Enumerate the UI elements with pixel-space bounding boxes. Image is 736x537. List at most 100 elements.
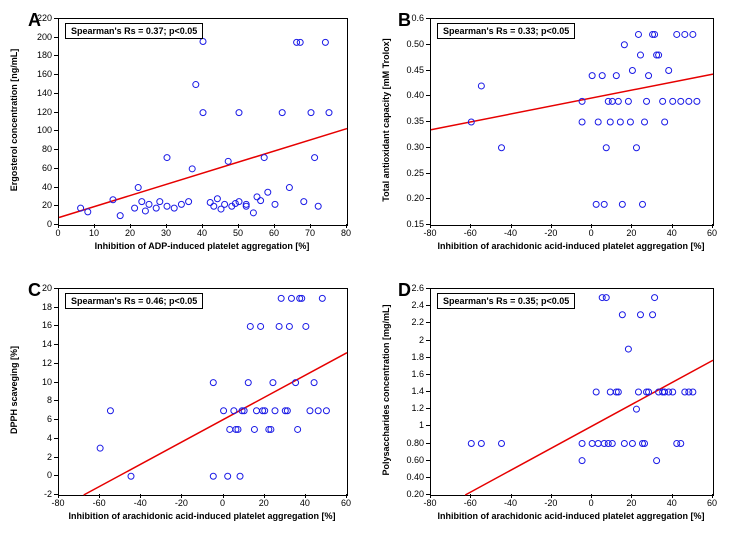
data-point — [678, 98, 684, 104]
data-point — [107, 408, 113, 414]
data-point — [288, 295, 294, 301]
y-tick-label: 0.25 — [402, 168, 424, 178]
plot-area-b: Spearman's Rs = 0.33; p<0.05 — [430, 18, 714, 226]
y-tick-label: 60 — [30, 163, 52, 173]
data-point — [265, 189, 271, 195]
data-point — [272, 201, 278, 207]
y-tick — [426, 443, 430, 444]
x-tick-label: -80 — [423, 498, 436, 508]
data-point — [142, 208, 148, 214]
data-point — [128, 473, 134, 479]
data-point — [690, 389, 696, 395]
y-tick-label: 0 — [30, 219, 52, 229]
x-tick-label: -60 — [464, 228, 477, 238]
data-point — [200, 110, 206, 116]
data-point — [311, 380, 317, 386]
x-tick-label: -20 — [175, 498, 188, 508]
data-point — [674, 31, 680, 37]
y-tick — [54, 224, 58, 225]
data-point — [682, 31, 688, 37]
data-point — [662, 119, 668, 125]
data-point — [178, 201, 184, 207]
y-tick-label: 0.40 — [402, 472, 424, 482]
y-tick — [54, 149, 58, 150]
data-point — [595, 441, 601, 447]
y-tick-label: 6 — [30, 414, 52, 424]
data-point — [210, 380, 216, 386]
y-tick-label: 14 — [30, 339, 52, 349]
y-tick-label: 2 — [402, 335, 424, 345]
data-point — [627, 119, 633, 125]
data-point — [319, 295, 325, 301]
x-tick-label: 40 — [197, 228, 207, 238]
data-point — [615, 98, 621, 104]
data-point — [135, 185, 141, 191]
y-tick — [54, 344, 58, 345]
y-tick-label: 220 — [30, 13, 52, 23]
y-tick — [54, 438, 58, 439]
x-tick-label: 0 — [589, 228, 594, 238]
data-point — [250, 210, 256, 216]
x-tick-label: 60 — [707, 228, 717, 238]
y-axis-label: DPPH scaveging [%] — [9, 287, 19, 493]
stats-box: Spearman's Rs = 0.35; p<0.05 — [437, 293, 575, 309]
y-tick-label: 2.4 — [402, 300, 424, 310]
data-point — [254, 194, 260, 200]
data-point — [694, 98, 700, 104]
y-tick — [54, 55, 58, 56]
y-tick — [54, 74, 58, 75]
y-tick-label: 16 — [30, 320, 52, 330]
data-point — [644, 98, 650, 104]
y-axis-label: Ergosterol concentration [ng/mL] — [9, 17, 19, 223]
y-tick — [426, 224, 430, 225]
y-tick-label: 160 — [30, 69, 52, 79]
x-tick-label: 60 — [341, 498, 351, 508]
y-tick-label: 8 — [30, 395, 52, 405]
data-point — [245, 380, 251, 386]
plot-svg-c — [59, 289, 347, 495]
data-point — [579, 441, 585, 447]
x-tick-label: 40 — [667, 498, 677, 508]
data-point — [261, 155, 267, 161]
y-tick — [54, 400, 58, 401]
data-point — [157, 199, 163, 205]
x-tick-label: 60 — [707, 498, 717, 508]
y-tick-label: 0.40 — [402, 90, 424, 100]
data-point — [650, 312, 656, 318]
y-tick — [54, 475, 58, 476]
x-axis-label: Inhibition of arachidonic acid-induced p… — [430, 511, 712, 521]
data-point — [286, 323, 292, 329]
y-tick-label: 140 — [30, 88, 52, 98]
y-axis-label: Polysaccharides concentration [mg/mL] — [381, 287, 391, 493]
y-tick — [54, 93, 58, 94]
x-tick-label: 0 — [55, 228, 60, 238]
y-tick — [426, 44, 430, 45]
y-tick-label: 18 — [30, 302, 52, 312]
data-point — [323, 408, 329, 414]
data-point — [607, 389, 613, 395]
plot-area-d: Spearman's Rs = 0.35; p<0.05 — [430, 288, 714, 496]
y-tick — [54, 130, 58, 131]
data-point — [601, 201, 607, 207]
x-tick-label: -80 — [51, 498, 64, 508]
x-tick-label: 10 — [89, 228, 99, 238]
x-tick-label: 0 — [220, 498, 225, 508]
data-point — [315, 203, 321, 209]
plot-area-a: Spearman's Rs = 0.37; p<0.05 — [58, 18, 348, 226]
y-tick-label: 1.4 — [402, 386, 424, 396]
y-tick — [54, 187, 58, 188]
y-tick — [426, 391, 430, 392]
data-point — [499, 441, 505, 447]
data-point — [236, 199, 242, 205]
x-tick-label: 20 — [626, 228, 636, 238]
data-point — [153, 205, 159, 211]
data-point — [619, 201, 625, 207]
data-point — [326, 110, 332, 116]
y-tick — [426, 425, 430, 426]
y-tick-label: 100 — [30, 125, 52, 135]
x-tick-label: 20 — [259, 498, 269, 508]
data-point — [637, 312, 643, 318]
y-tick — [426, 18, 430, 19]
figure-root: ASpearman's Rs = 0.37; p<0.0501020304050… — [0, 0, 736, 537]
data-point — [276, 323, 282, 329]
